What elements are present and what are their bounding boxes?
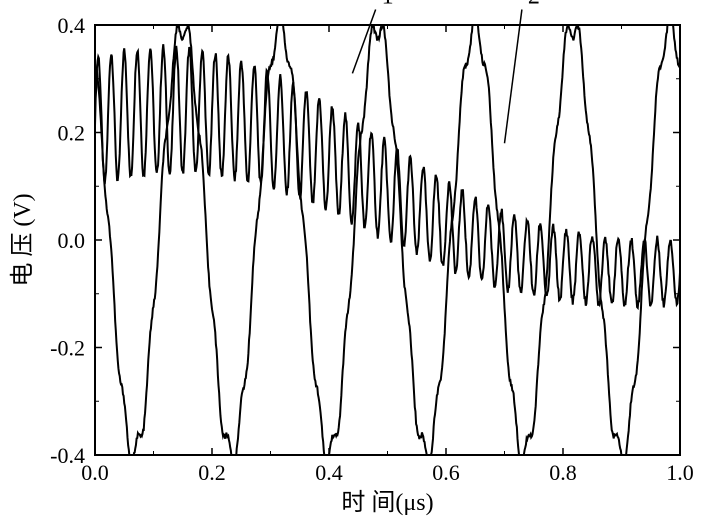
x-tick-label: 0.6 bbox=[432, 460, 460, 485]
x-tick-label: 1.0 bbox=[666, 460, 694, 485]
x-axis-label: 时 间(μs) bbox=[341, 489, 433, 516]
annotation-1: 1 bbox=[382, 0, 394, 10]
y-tick-label: -0.2 bbox=[50, 336, 85, 361]
x-tick-label: 0.8 bbox=[549, 460, 577, 485]
annotation-2: 2 bbox=[528, 0, 540, 10]
y-axis-label: 电 压 (V) bbox=[9, 193, 36, 286]
x-tick-label: 0.2 bbox=[198, 460, 226, 485]
x-tick-label: 0.4 bbox=[315, 460, 343, 485]
x-tick-label: 0.0 bbox=[81, 460, 109, 485]
voltage-time-chart: 0.0 0.2 0.4 0.6 0.8 1.0 -0.4 -0.2 0.0 0.2 0.4 时 间(μ… bbox=[0, 0, 706, 523]
annotation-leader bbox=[352, 10, 375, 74]
y-tick-label: 0.0 bbox=[58, 228, 86, 253]
y-tick-label: 0.2 bbox=[58, 121, 86, 146]
series-1-line bbox=[95, 44, 680, 308]
y-tick-label: 0.4 bbox=[58, 13, 86, 38]
y-tick-label: -0.4 bbox=[50, 443, 85, 468]
annotation-leader bbox=[505, 10, 522, 144]
